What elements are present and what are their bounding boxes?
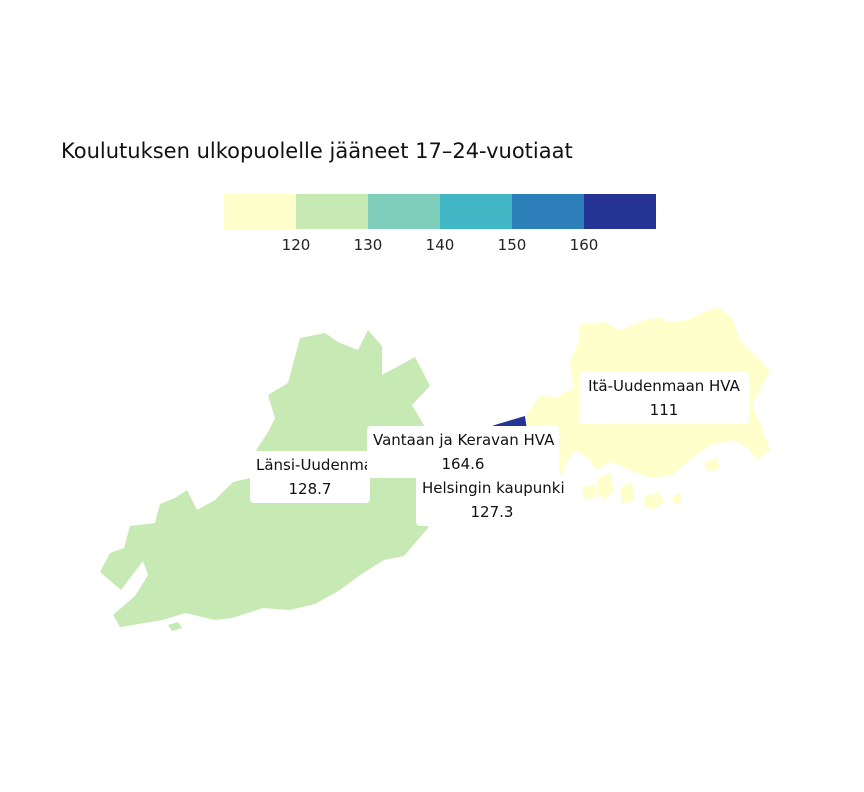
- label-lansi-uusimaa: Länsi-Uudenma 128.7: [250, 451, 373, 503]
- region-value: 164.6: [441, 455, 485, 473]
- legend-tick-120: 120: [281, 236, 311, 254]
- region-value: 128.7: [288, 480, 332, 498]
- map-title: Koulutuksen ulkopuolelle jääneet 17–24-v…: [61, 139, 573, 163]
- legend-swatch-2: [296, 194, 368, 229]
- color-legend: 120 130 140 150 160: [224, 194, 656, 264]
- region-name: Helsingin kaupunki: [422, 479, 565, 497]
- legend-swatch-4: [440, 194, 512, 229]
- legend-tick-140: 140: [425, 236, 455, 254]
- legend-swatch-3: [368, 194, 440, 229]
- region-value: 127.3: [470, 503, 514, 521]
- legend-swatch-6: [584, 194, 656, 229]
- legend-swatch-5: [512, 194, 584, 229]
- region-name: Länsi-Uudenma: [256, 456, 373, 474]
- label-helsinki: Helsingin kaupunki 127.3: [416, 474, 568, 526]
- region-value: 111: [649, 401, 679, 419]
- region-name: Itä-Uudenmaan HVA: [588, 377, 740, 395]
- legend-tick-160: 160: [569, 236, 599, 254]
- legend-tick-150: 150: [497, 236, 527, 254]
- label-ita-uusimaa: Itä-Uudenmaan HVA 111: [579, 372, 749, 424]
- legend-tick-130: 130: [353, 236, 383, 254]
- label-vantaa-kerava: Vantaan ja Keravan HVA 164.6: [367, 426, 559, 478]
- region-name: Vantaan ja Keravan HVA: [373, 431, 555, 449]
- legend-swatch-1: [224, 194, 296, 229]
